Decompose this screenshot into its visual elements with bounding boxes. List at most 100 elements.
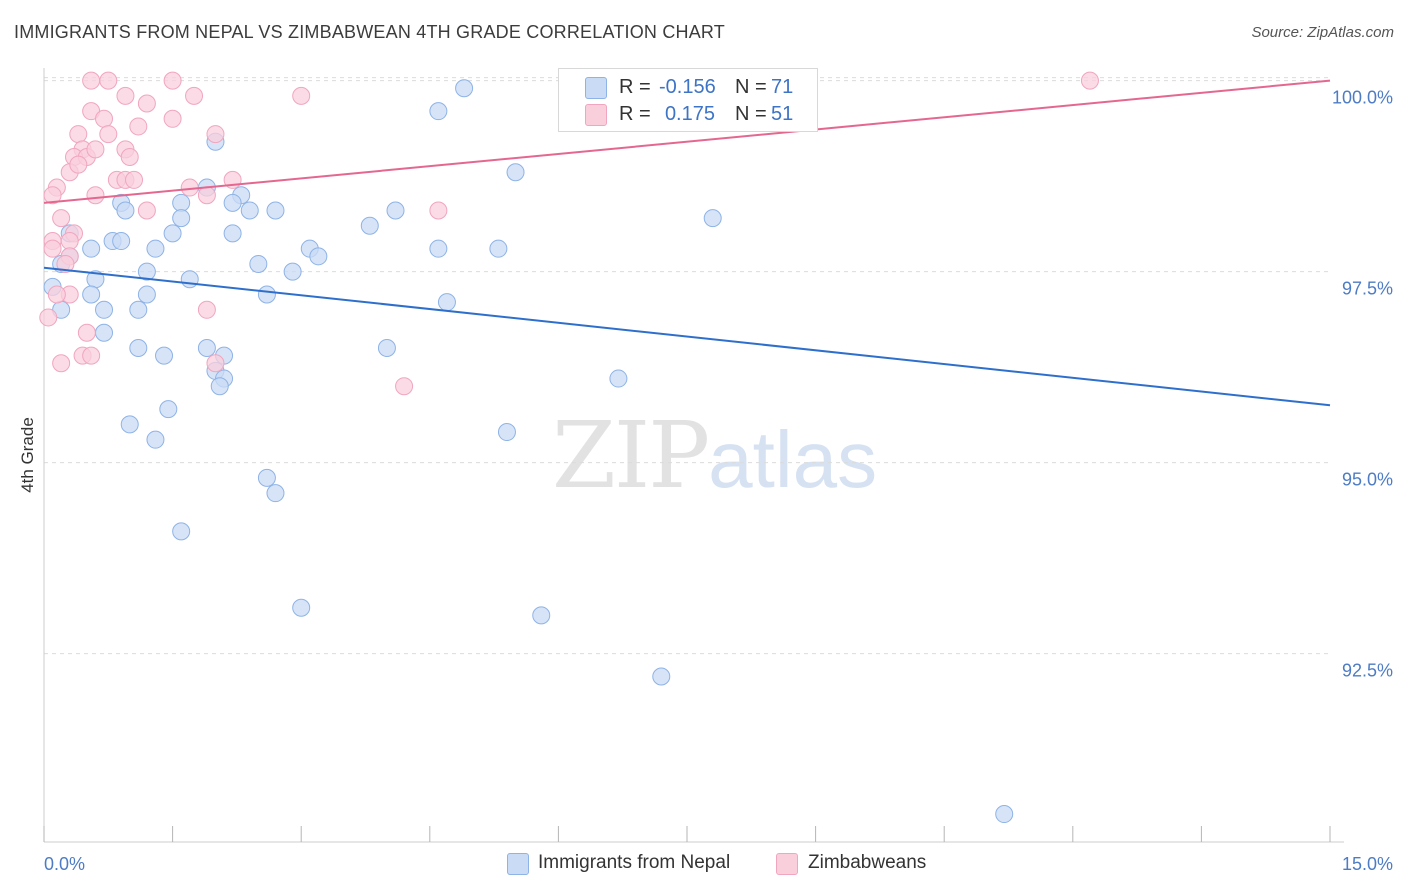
r-label: R = [619, 103, 651, 125]
nepal-point [437, 293, 456, 312]
zimbabwe-point [47, 285, 66, 304]
nepal-point [257, 285, 276, 304]
nepal-point [163, 224, 182, 243]
zimbabwe-point [197, 300, 216, 319]
nepal-point [172, 209, 191, 228]
zimbabwe-point [52, 209, 71, 228]
zimbabwe-point [185, 86, 204, 105]
nepal-point [489, 239, 508, 258]
n-label: N = [735, 76, 767, 98]
nepal-point [159, 400, 178, 419]
zimbabwe-point [163, 109, 182, 128]
zimbabwe-point [120, 148, 139, 166]
watermark: ZIPatlas [552, 402, 877, 509]
zimbabwe-point [56, 254, 75, 273]
stats-row-nepal: R = -0.156 N = 71 [559, 74, 817, 100]
zimbabwe-point [52, 354, 71, 373]
nepal-point [429, 102, 448, 121]
nepal-point [506, 163, 525, 182]
zimbabwe-point [395, 377, 414, 396]
stats-row-zimbabwe: R = 0.175 N = 51 [559, 101, 817, 127]
stats-legend: R = -0.156 N = 71 R = 0.175 N = 51 [558, 68, 818, 132]
zimbabwe-trend-line [43, 79, 1331, 204]
zimbabwe-point [69, 155, 88, 174]
nepal-point [703, 209, 722, 228]
x-tick-label: 15.0% [1342, 854, 1393, 874]
zimbabwe-point [43, 186, 62, 205]
zimbabwe-point [429, 201, 448, 220]
nepal-point [497, 423, 516, 442]
zimbabwe-point [99, 125, 118, 144]
nepal-point [146, 430, 165, 449]
nepal-point [95, 323, 114, 342]
nepal-point [455, 79, 474, 98]
r-value: 0.175 [664, 103, 715, 125]
n-label: N = [735, 103, 767, 125]
nepal-point [223, 193, 242, 212]
zimbabwe-point [137, 201, 156, 220]
zimbabwe-point [99, 71, 118, 90]
nepal-point [257, 468, 276, 487]
y-tick-label: 92.5% [1342, 661, 1393, 681]
nepal-point [82, 285, 101, 304]
nepal-point [82, 239, 101, 258]
nepal-point [210, 377, 229, 396]
nepal-point [386, 201, 405, 220]
nepal-point [609, 369, 628, 388]
zimbabwe-point [86, 186, 105, 205]
zimbabwe-point [82, 346, 101, 365]
zimbabwe-point [77, 323, 96, 342]
zimbabwe-point [86, 140, 105, 159]
y-axis-label: 4th Grade [18, 417, 37, 493]
nepal-point [283, 262, 302, 281]
nepal-point [266, 484, 285, 503]
zimbabwe-point [82, 71, 101, 90]
zimbabwe-point [125, 170, 144, 189]
legend-zimbabwe-label: Zimbabweans [808, 852, 927, 873]
zimbabwe-point [69, 125, 88, 144]
nepal-point [120, 415, 139, 434]
r-label: R = [619, 76, 651, 98]
nepal-point [137, 285, 156, 304]
nepal-point [116, 201, 135, 220]
watermark-zip: ZIP [552, 402, 710, 509]
zimbabwe-point [95, 109, 114, 128]
zimbabwe-point [197, 186, 216, 205]
zimbabwe-point [206, 354, 225, 373]
nepal-point [309, 247, 328, 266]
zimbabwe-point [292, 86, 311, 105]
zimbabwe-point [129, 117, 148, 136]
watermark-atlas: atlas [708, 415, 878, 504]
nepal-point [266, 201, 285, 220]
nepal-point [240, 201, 259, 220]
nepal-point [129, 300, 148, 319]
nepal-point [172, 522, 191, 541]
n-value: 51 [771, 103, 794, 125]
source-label: Source: ZipAtlas.com [1251, 24, 1394, 41]
zimbabwe-point [43, 239, 62, 258]
y-tick-label: 100.0% [1332, 88, 1393, 108]
zimbabwe-point [116, 86, 135, 105]
n-value: 71 [771, 76, 794, 98]
nepal-point [532, 606, 551, 625]
legend-zimbabwe-swatch [776, 853, 798, 875]
nepal-point [95, 300, 114, 319]
zimbabwe-point [1080, 71, 1099, 90]
nepal-point [249, 254, 268, 273]
zimbabwe-point [163, 71, 182, 90]
y-tick-label: 97.5% [1342, 279, 1393, 299]
nepal-point [155, 346, 174, 365]
legend-nepal-label: Immigrants from Nepal [538, 852, 731, 873]
nepal-trend-line [43, 266, 1331, 407]
nepal-point [137, 262, 156, 281]
nepal-point [180, 270, 199, 289]
r-value: -0.156 [659, 76, 716, 98]
nepal-point [652, 667, 671, 686]
zimbabwe-point [60, 232, 79, 251]
legend-nepal-swatch [507, 853, 529, 875]
nepal-point [223, 224, 242, 243]
nepal-point [112, 232, 131, 251]
nepal-point [129, 339, 148, 357]
zimbabwe-point [137, 94, 156, 113]
